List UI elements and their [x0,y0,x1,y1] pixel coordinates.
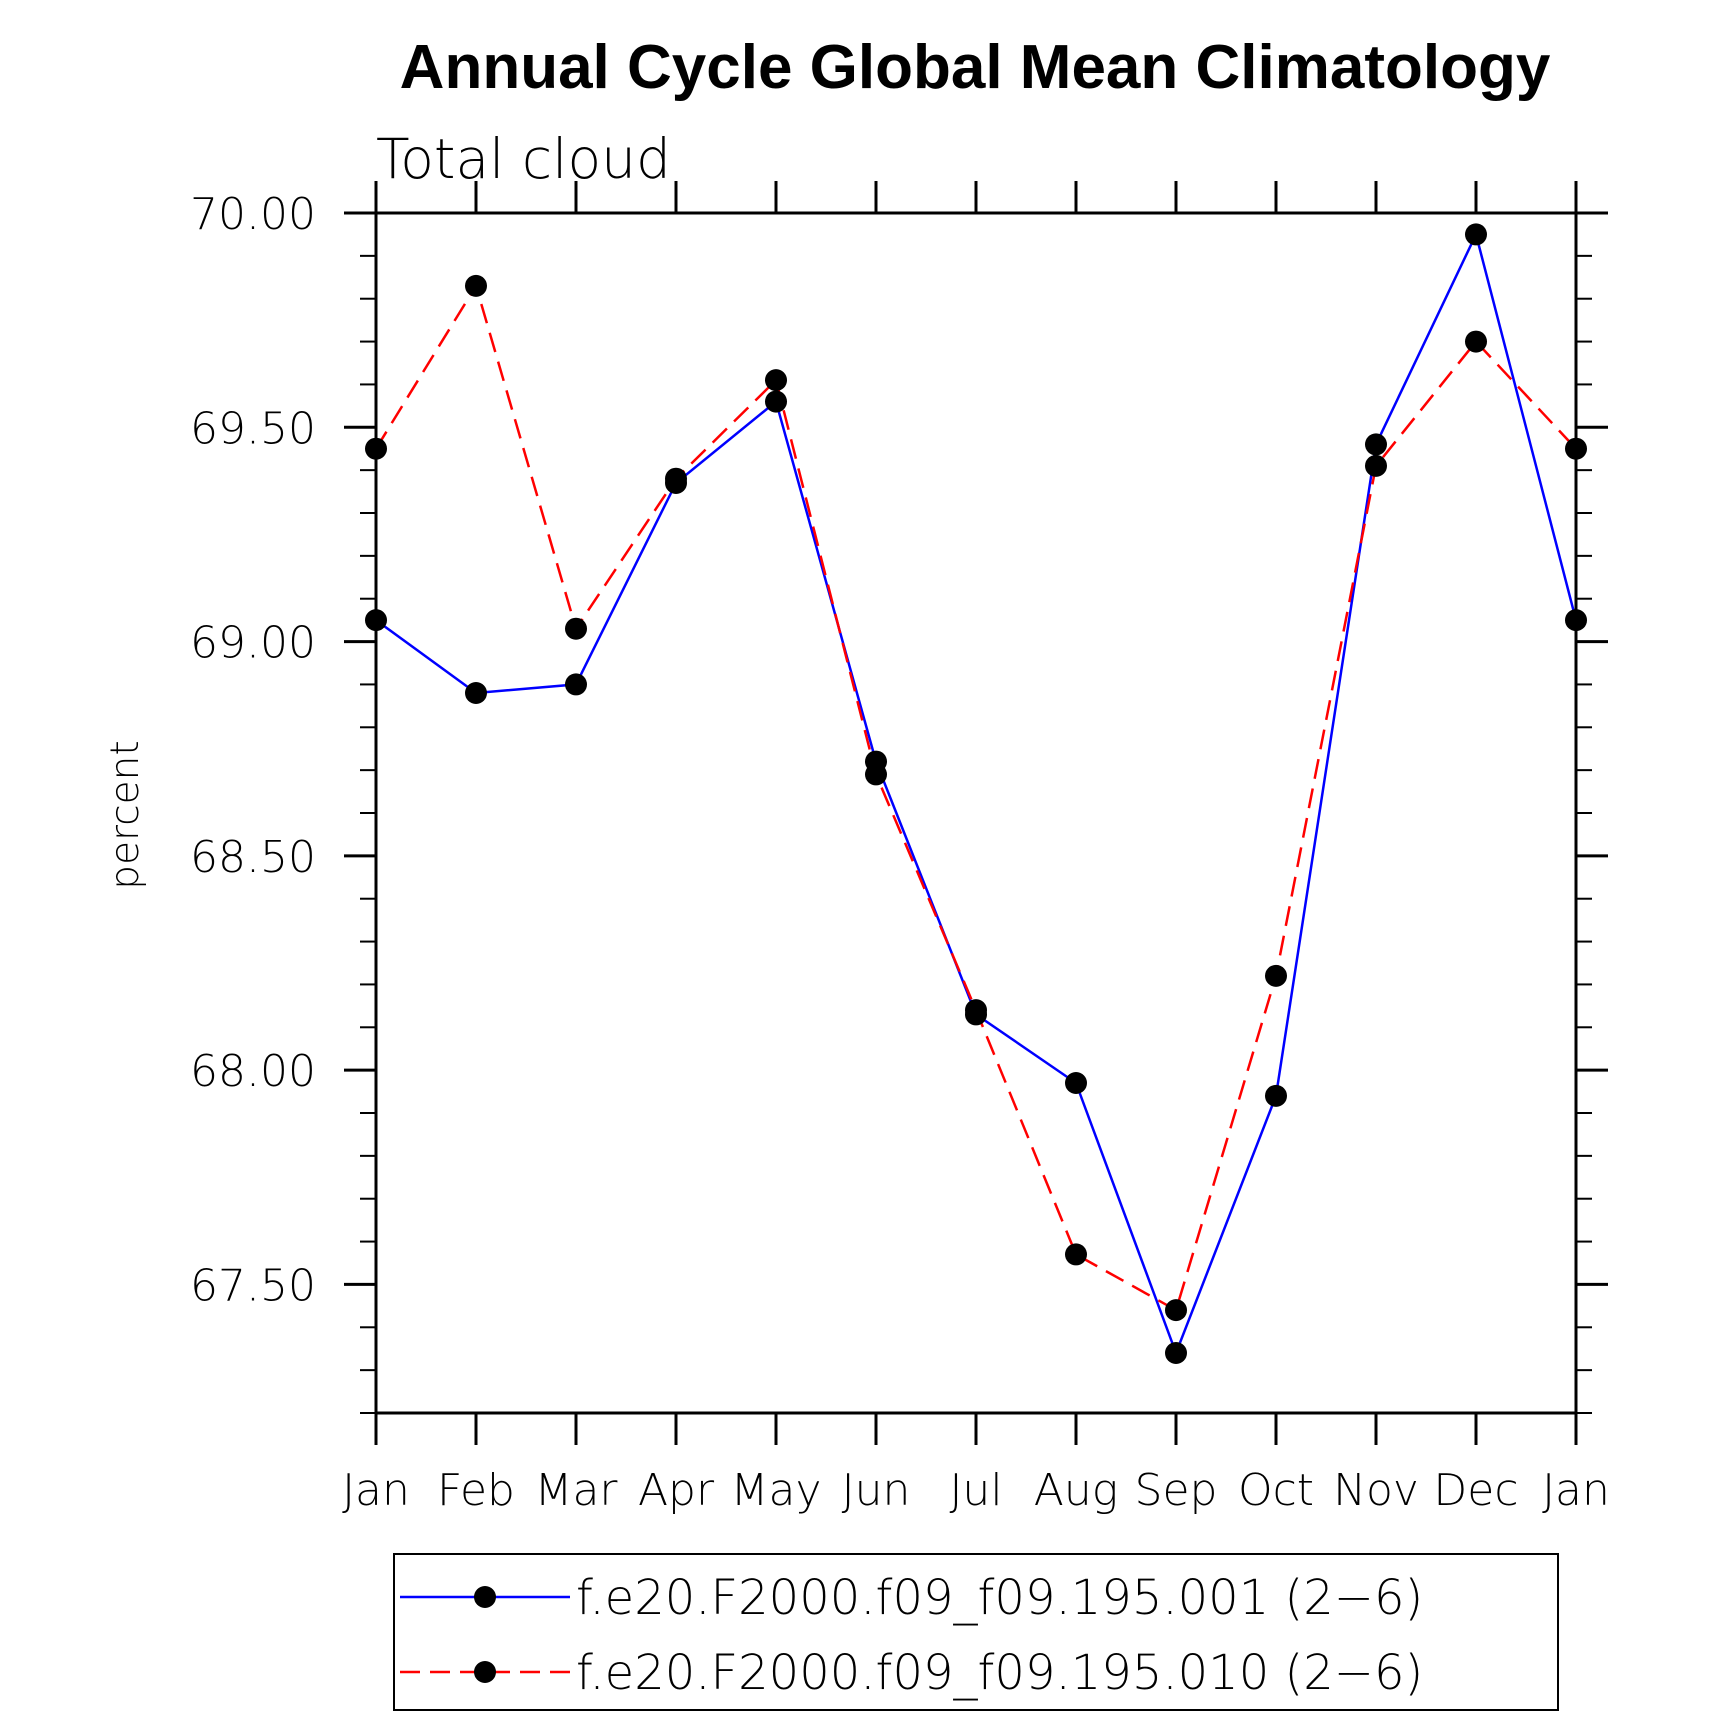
series-1-point [1365,433,1387,456]
series-2-point [1065,1243,1087,1266]
x-tick-label: Jun [842,1465,911,1516]
series-2-point [765,369,787,392]
series-1-point [365,609,387,632]
x-tick-label: May [731,1465,822,1516]
x-tick-labels: Jan Feb Mar Apr May Jun Jul Aug Sep Oct Nov Dec Jan [342,1465,1610,1516]
series-2-point [965,999,987,1022]
plot-frame [374,211,1578,1415]
x-tick-label: Dec [1433,1465,1518,1516]
y-tick-label: 69.00 [190,618,316,669]
legend-marker-series-1 [474,1586,496,1608]
x-tick-label: Jul [949,1465,1002,1516]
series-2-point [865,763,887,786]
x-tick-label: Aug [1034,1465,1118,1516]
series-1-point [765,390,787,413]
y-axis-label: percent [103,740,148,889]
x-tick-label: Apr [638,1465,715,1516]
x-tick-label: Jan [342,1465,410,1516]
x-tick-label: Sep [1135,1465,1218,1516]
series-2-point [1265,964,1287,987]
series-2-point [1365,454,1387,477]
series-1-point [1465,223,1487,246]
x-tick-label: Nov [1333,1465,1419,1516]
legend-marker-series-2 [474,1661,496,1683]
series-2-point [365,437,387,460]
y-tick-label: 68.00 [190,1046,316,1097]
y-tick-label: 70.00 [190,189,316,240]
x-tick-label: Feb [437,1465,515,1516]
y-tick-label: 68.50 [190,832,316,883]
chart-title: Annual Cycle Global Mean Climatology [400,33,1551,102]
legend-box [393,1553,1559,1711]
legend-label-series-2: f.e20.F2000.f09_f09.195.010 (2−6) [576,1645,1423,1701]
x-tick-label: Jan [1542,1465,1610,1516]
series-2-point [1165,1299,1187,1322]
ticks-layer [344,181,1608,1445]
series-1-point [1165,1342,1187,1364]
legend: f.e20.F2000.f09_f09.195.001 (2−6) f.e20.… [393,1553,1559,1711]
series-1-point [1265,1084,1287,1107]
series-2-point [1465,330,1487,353]
series-2-point [465,274,487,297]
y-tick-label: 69.50 [190,403,316,454]
series-1-point [1065,1072,1087,1094]
series-line-2 [374,282,1577,1312]
x-tick-label: Oct [1238,1465,1314,1516]
series-1-point [565,673,587,696]
series-2-point [1565,437,1587,460]
series-1-point [465,682,487,704]
series-layer [365,223,1587,1364]
series-line-1 [375,230,1578,1357]
chart-subtitle: Total cloud [376,127,671,191]
series-2-point [565,617,587,640]
x-tick-label: Mar [534,1465,618,1516]
y-tick-label: 67.50 [190,1260,316,1311]
legend-label-series-1: f.e20.F2000.f09_f09.195.001 (2−6) [576,1570,1423,1626]
series-2-point [665,467,687,490]
y-tick-labels: 67.50 68.00 68.50 69.00 69.50 70.00 [190,189,316,1311]
series-1-point [1565,609,1587,632]
